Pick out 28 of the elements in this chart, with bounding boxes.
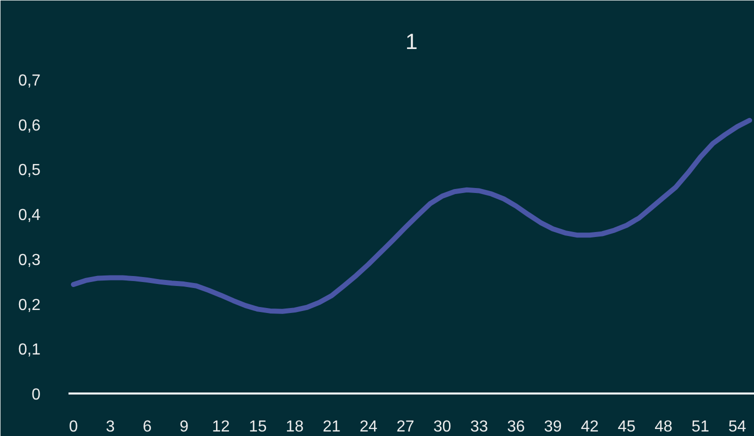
y-tick-label: 0,2 (18, 296, 41, 314)
y-tick-label: 0,5 (18, 162, 41, 180)
x-tick-label: 33 (470, 418, 488, 436)
x-tick-label: 15 (248, 418, 267, 436)
chart-title: 1 (405, 29, 418, 54)
x-tick-label: 3 (106, 418, 115, 436)
x-tick-label: 48 (654, 418, 673, 436)
y-tick-label: 0 (32, 386, 41, 404)
y-tick-label: 0,7 (18, 72, 41, 90)
x-tick-label: 0 (68, 418, 78, 436)
y-tick-label: 0,3 (18, 252, 41, 269)
y-tick-label: 0,1 (18, 342, 41, 359)
y-tick-label: 0,4 (18, 207, 41, 224)
x-tick-label: 24 (360, 418, 378, 436)
x-tick-label: 45 (618, 418, 636, 436)
y-tick-label: 0,6 (18, 117, 41, 134)
x-tick-label: 18 (286, 418, 304, 436)
x-tick-label: 42 (580, 418, 599, 436)
x-tick-label: 6 (142, 418, 152, 436)
x-tick-label: 12 (212, 418, 230, 436)
x-tick-label: 36 (507, 418, 525, 436)
x-tick-label: 30 (433, 418, 452, 436)
x-tick-label: 21 (322, 418, 341, 436)
x-tick-label: 54 (728, 418, 746, 436)
x-tick-label: 9 (180, 418, 189, 436)
x-tick-label: 27 (396, 418, 414, 436)
x-tick-label: 39 (544, 418, 562, 436)
x-tick-label: 51 (692, 418, 710, 436)
